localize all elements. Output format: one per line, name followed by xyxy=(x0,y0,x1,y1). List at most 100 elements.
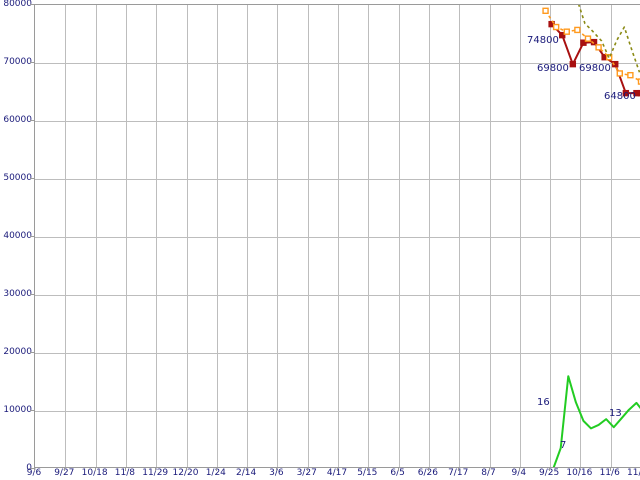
series-marker-orange-series xyxy=(563,28,570,35)
x-axis-tick-label: 3/27 xyxy=(296,468,317,478)
x-axis-tick-label: 6/26 xyxy=(417,468,438,478)
x-axis-tick-mark xyxy=(458,467,460,471)
gridline-horizontal xyxy=(35,179,640,180)
series-marker-orange-series xyxy=(574,26,581,34)
gridline-vertical xyxy=(156,5,158,468)
y-axis-tick-mark xyxy=(30,178,34,179)
series-marker-dark-red-series xyxy=(559,31,566,39)
x-axis-tick-label: 11/8 xyxy=(114,468,135,478)
x-axis-tick-label: 1/24 xyxy=(205,468,226,478)
x-axis-tick-label: 10/18 xyxy=(81,468,108,478)
series-line-orange-series xyxy=(544,10,640,82)
gridline-vertical xyxy=(519,5,521,468)
y-axis-tick-label: 30000 xyxy=(3,289,32,299)
series-marker-dark-red-series xyxy=(569,60,577,68)
series-line-olive-series xyxy=(578,5,640,73)
plot-area xyxy=(34,4,640,468)
gridline-vertical xyxy=(489,5,491,468)
gridline-vertical xyxy=(338,5,339,468)
y-axis-tick-mark xyxy=(30,294,34,295)
x-axis-tick-mark xyxy=(155,467,157,471)
x-axis-tick-label: 5/15 xyxy=(357,468,378,478)
data-point-label: 13 xyxy=(609,408,622,419)
x-axis-tick-mark xyxy=(94,467,96,471)
y-axis-tick-label: 80000 xyxy=(3,0,32,9)
x-axis-tick-mark xyxy=(215,467,217,471)
y-axis-tick-label: 20000 xyxy=(3,347,32,357)
series-layer xyxy=(35,5,640,468)
x-axis-tick-mark xyxy=(549,467,551,471)
x-axis-tick-mark xyxy=(579,467,581,471)
gridline-vertical xyxy=(125,5,127,468)
gridline-vertical xyxy=(247,5,249,468)
series-marker-dark-red-series xyxy=(612,60,619,68)
data-point-label: 7 xyxy=(560,440,567,451)
y-axis-tick-label: 40000 xyxy=(3,231,32,241)
x-axis-tick-label: 6/5 xyxy=(390,468,405,478)
gridline-vertical xyxy=(550,5,552,468)
y-axis-tick-mark xyxy=(30,62,34,63)
x-axis-tick-label: 3/6 xyxy=(269,468,284,478)
x-axis-tick-mark xyxy=(124,467,126,471)
series-marker-orange-series xyxy=(595,44,602,51)
data-point-label: 16 xyxy=(537,397,550,408)
data-point-label: 64800 xyxy=(604,91,636,102)
x-axis-tick-label: 4/17 xyxy=(326,468,348,478)
x-axis-tick-label: 7/17 xyxy=(448,468,469,478)
gridline-vertical xyxy=(610,5,612,468)
y-axis-tick-label: 10000 xyxy=(3,405,32,415)
series-marker-orange-series xyxy=(627,71,634,79)
x-axis-tick-label: 11/29 xyxy=(142,468,169,478)
x-axis-tick-mark xyxy=(488,467,490,471)
x-axis-tick-mark xyxy=(609,467,611,471)
x-axis-tick-label: 11/6 xyxy=(599,468,620,478)
series-line-green-series xyxy=(35,375,640,468)
series-marker-orange-series xyxy=(584,35,592,42)
series-marker-dark-red-series xyxy=(580,39,587,46)
x-axis-tick-label: 9/27 xyxy=(54,468,75,478)
x-axis-tick-mark xyxy=(246,467,248,471)
y-axis-tick-label: 50000 xyxy=(3,173,32,183)
x-axis-tick-mark xyxy=(64,467,66,471)
x-axis-tick-label: 2/14 xyxy=(235,468,257,478)
y-axis-tick-label: 0 xyxy=(0,464,32,473)
x-axis-tick-mark xyxy=(306,467,308,471)
series-marker-dark-red-series xyxy=(622,89,630,97)
y-axis-tick-mark xyxy=(30,468,34,469)
gridline-vertical xyxy=(186,5,188,468)
series-marker-dark-red-series xyxy=(637,89,640,97)
series-marker-orange-series xyxy=(542,7,549,14)
x-axis-tick-label: 9/6 xyxy=(26,468,42,478)
series-marker-orange-series xyxy=(616,70,623,77)
gridline-horizontal xyxy=(35,237,640,238)
y-axis-tick-mark xyxy=(30,410,34,411)
x-axis-tick-mark xyxy=(427,467,429,471)
x-axis-tick-label: 9/4 xyxy=(511,468,527,478)
gridline-vertical xyxy=(459,5,461,468)
x-axis-tick-mark xyxy=(397,467,399,471)
x-axis-tick-label: 8/7 xyxy=(481,468,496,478)
x-axis-tick-mark xyxy=(337,467,338,471)
gridline-vertical xyxy=(277,5,279,468)
y-axis-tick-mark xyxy=(30,120,34,121)
x-axis-tick-mark xyxy=(185,467,187,471)
x-axis-tick-label: 9/25 xyxy=(538,468,560,478)
x-axis-tick-label: 12/20 xyxy=(172,468,199,478)
y-axis-tick-mark xyxy=(30,236,34,237)
series-marker-orange-series xyxy=(552,23,560,31)
x-axis-tick-mark xyxy=(276,467,278,471)
x-axis-tick-mark xyxy=(34,467,35,471)
gridline-horizontal xyxy=(35,411,640,412)
gridline-vertical xyxy=(95,5,97,468)
x-axis-tick-mark xyxy=(518,467,520,471)
gridline-vertical xyxy=(307,5,309,468)
gridline-vertical xyxy=(580,5,582,468)
gridline-horizontal xyxy=(35,295,640,296)
data-point-label: 69800 xyxy=(579,63,611,74)
series-marker-orange-series xyxy=(637,78,640,85)
gridline-vertical xyxy=(368,5,370,468)
y-axis-tick-mark xyxy=(30,4,34,5)
y-axis-tick-label: 70000 xyxy=(3,57,32,67)
gridline-vertical xyxy=(398,5,400,468)
